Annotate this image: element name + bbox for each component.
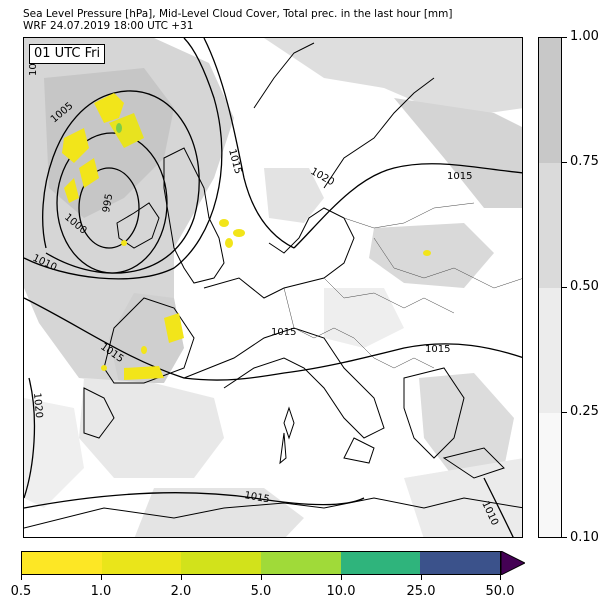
cloud-cover-colorbar [538, 37, 562, 538]
precip-tick [341, 575, 342, 580]
isobars [24, 38, 522, 537]
precip-seg [420, 552, 501, 574]
header-title: Sea Level Pressure [hPa], Mid-Level Clou… [23, 8, 453, 20]
precip-tick-label: 10.0 [326, 584, 356, 599]
header-subtitle: WRF 24.07.2019 18:00 UTC +31 [23, 20, 194, 32]
isobar-label: 995 [101, 193, 115, 214]
precip-tick-label: 2.0 [170, 584, 192, 599]
weather-map[interactable]: 1005 995 1000 1010 1015 1020 1015 1015 1… [23, 37, 523, 538]
precip-colorbar-extend-arrow [501, 551, 525, 575]
precip-colorbar [21, 551, 501, 575]
colorbar-tick [562, 537, 567, 538]
precip-tick-label: 25.0 [406, 584, 436, 599]
precip-tick [181, 575, 182, 580]
map-canvas: 1005 995 1000 1010 1015 1020 1015 1015 1… [24, 38, 522, 537]
colorbar-tick [562, 37, 567, 38]
cloud-tick-label: 1.00 [570, 29, 599, 44]
precip-seg [261, 552, 341, 574]
precip-seg [22, 552, 102, 574]
cloud-tick-label: 0.75 [570, 154, 599, 169]
extend-arrow-shape [501, 551, 525, 575]
cloud-tick-label: 0.50 [570, 279, 599, 294]
isobar-label: 1020 [31, 392, 44, 418]
cloud-cover-layer [24, 38, 522, 537]
precip-tick [101, 575, 102, 580]
precip-seg [181, 552, 262, 574]
isobar-label: 1015 [271, 327, 296, 338]
precip-tick [21, 575, 22, 580]
valid-time-badge: 01 UTC Fri [29, 44, 106, 64]
coastlines [24, 42, 522, 529]
isobar-label: 10 [28, 63, 39, 76]
colorbar-tick [562, 412, 567, 413]
cloud-tick-label: 0.25 [570, 404, 599, 419]
colorbar-tick [562, 162, 567, 163]
precip-tick-label: 0.5 [10, 584, 32, 599]
precip-tick [500, 575, 501, 580]
precip-seg [101, 552, 182, 574]
colorbar-tick [562, 287, 567, 288]
precip-tick [421, 575, 422, 580]
cloud-band-10-25 [539, 413, 561, 537]
precip-tick-label: 1.0 [90, 584, 112, 599]
isobar-label: 1015 [243, 490, 270, 505]
isobar-label: 1015 [425, 344, 450, 355]
map-header: Sea Level Pressure [hPa], Mid-Level Clou… [23, 8, 453, 32]
precip-tick-label: 5.0 [250, 584, 272, 599]
precip-tick-label: 50.0 [485, 584, 515, 599]
cloud-band-25-50 [539, 288, 561, 413]
precip-tick [261, 575, 262, 580]
cloud-tick-label: 0.10 [570, 530, 599, 545]
precip-seg [340, 552, 421, 574]
country-borders [283, 202, 522, 369]
cloud-band-50-75 [539, 163, 561, 288]
cloud-band-75-100 [539, 38, 561, 163]
isobar-label: 1015 [447, 171, 472, 182]
precipitation-layer [62, 93, 431, 380]
isobar-label: 1015 [226, 148, 243, 175]
